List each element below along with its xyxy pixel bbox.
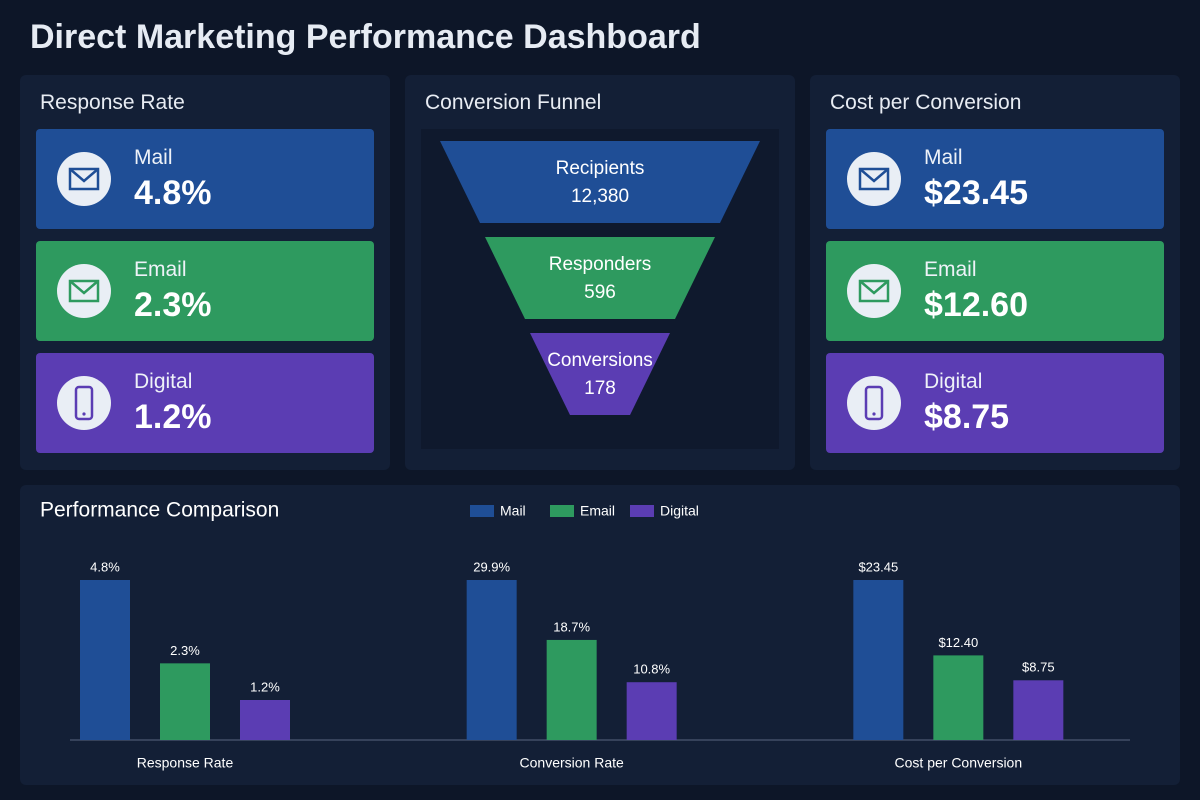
metric-text: Email 2.3% xyxy=(134,258,212,325)
bar xyxy=(853,580,904,740)
icon-shape xyxy=(69,280,99,295)
legend-label: Email xyxy=(580,503,615,519)
legend-swatch xyxy=(550,505,574,517)
metric-label: Mail xyxy=(134,145,173,169)
metric-text: Mail $23.45 xyxy=(924,146,1028,213)
metric-card: Digital $8.75 xyxy=(826,353,1164,453)
stage-label: Responders xyxy=(549,254,651,275)
response-rate-panel: Response Rate Mail 4.8% Email 2.3% Digital 1.… xyxy=(20,75,390,470)
metric-value: 2.3% xyxy=(134,285,212,324)
stage-label: Recipients xyxy=(556,158,645,179)
funnel-stage xyxy=(485,237,715,319)
bar xyxy=(546,639,597,740)
value-label: 18.7% xyxy=(553,619,590,634)
icon-shape xyxy=(69,168,99,183)
stage-value: 596 xyxy=(584,282,616,303)
icon-shape xyxy=(68,279,100,303)
panel-title: Response Rate xyxy=(40,91,185,114)
icon xyxy=(847,376,901,430)
bar-chart: Performance Comparison Mail Email Digital 4… xyxy=(40,499,1130,771)
stage-value: 178 xyxy=(584,378,616,399)
value-label: 2.3% xyxy=(170,643,200,658)
metric-label: Email xyxy=(134,257,187,281)
bar xyxy=(80,580,130,740)
x-tick-label: Response Rate xyxy=(137,755,234,771)
metric-value: 1.2% xyxy=(134,397,212,436)
icon-shape xyxy=(858,167,890,191)
icon-circle xyxy=(847,152,901,206)
metric-card: Email 2.3% xyxy=(36,241,374,341)
icon-shape xyxy=(74,385,94,421)
comparison-panel: Performance Comparison Mail Email Digital 4… xyxy=(20,485,1180,785)
value-label: 4.8% xyxy=(90,559,120,574)
metric-value: $23.45 xyxy=(924,173,1028,212)
metric-value: 4.8% xyxy=(134,173,212,212)
value-label: 1.2% xyxy=(250,679,280,694)
funnel: Recipients 12,380 Responders 596 Conversions… xyxy=(421,129,779,449)
icon-circle xyxy=(57,152,111,206)
metric-text: Digital 1.2% xyxy=(134,370,212,437)
x-tick-label: Conversion Rate xyxy=(520,755,624,771)
x-tick-label: Cost per Conversion xyxy=(895,755,1023,771)
icon xyxy=(57,152,111,206)
legend-label: Mail xyxy=(500,503,526,519)
icon xyxy=(57,376,111,430)
metric-label: Email xyxy=(924,257,977,281)
metric-text: Mail 4.8% xyxy=(134,146,212,213)
icon xyxy=(57,264,111,318)
value-label: 10.8% xyxy=(633,662,670,677)
metric-text: Digital $8.75 xyxy=(924,370,1009,437)
bar xyxy=(160,663,210,740)
metric-value: $8.75 xyxy=(924,397,1010,436)
legend-swatch xyxy=(470,505,494,517)
bar xyxy=(1013,680,1064,740)
icon-shape xyxy=(859,280,889,295)
stage-value: 12,380 xyxy=(571,186,629,207)
icon xyxy=(847,264,901,318)
funnel-panel: Conversion Funnel Recipients 12,380 Respon… xyxy=(405,75,795,470)
metric-card: Mail $23.45 xyxy=(826,129,1164,229)
bar xyxy=(933,655,984,740)
legend-label: Digital xyxy=(660,503,699,519)
icon-circle xyxy=(57,376,111,430)
metric-text: Email $12.60 xyxy=(924,258,1028,325)
metric-label: Digital xyxy=(134,369,193,393)
icon-circle xyxy=(847,376,901,430)
icon-shape xyxy=(872,412,876,416)
value-label: $12.40 xyxy=(938,635,978,650)
icon-shape xyxy=(858,279,890,303)
icon-shape xyxy=(68,167,100,191)
cost-panel: Cost per Conversion Mail $23.45 Email $12.6… xyxy=(810,75,1180,470)
value-label: $8.75 xyxy=(1022,660,1055,675)
bar xyxy=(626,682,677,740)
legend-swatch xyxy=(630,505,654,517)
funnel-stage xyxy=(530,333,670,415)
icon xyxy=(847,152,901,206)
icon-circle xyxy=(847,264,901,318)
icon-shape xyxy=(82,412,86,416)
metric-card: Email $12.60 xyxy=(826,241,1164,341)
chart-title: Performance Comparison xyxy=(40,499,279,522)
metric-label: Mail xyxy=(924,145,963,169)
funnel-stage xyxy=(440,141,760,223)
metric-label: Digital xyxy=(924,369,983,393)
metric-card: Digital 1.2% xyxy=(36,353,374,453)
icon-circle xyxy=(57,264,111,318)
icon-shape xyxy=(859,168,889,183)
stage-label: Conversions xyxy=(547,350,653,371)
panel-title: Conversion Funnel xyxy=(425,91,602,114)
value-label: $23.45 xyxy=(858,559,898,574)
bar xyxy=(466,580,517,740)
metric-value: $12.60 xyxy=(924,285,1028,324)
icon-shape xyxy=(864,385,884,421)
bar xyxy=(240,700,290,740)
panel-title: Cost per Conversion xyxy=(830,91,1022,114)
metric-card: Mail 4.8% xyxy=(36,129,374,229)
dashboard-title: Direct Marketing Performance Dashboard xyxy=(30,18,701,56)
value-label: 29.9% xyxy=(473,559,510,574)
